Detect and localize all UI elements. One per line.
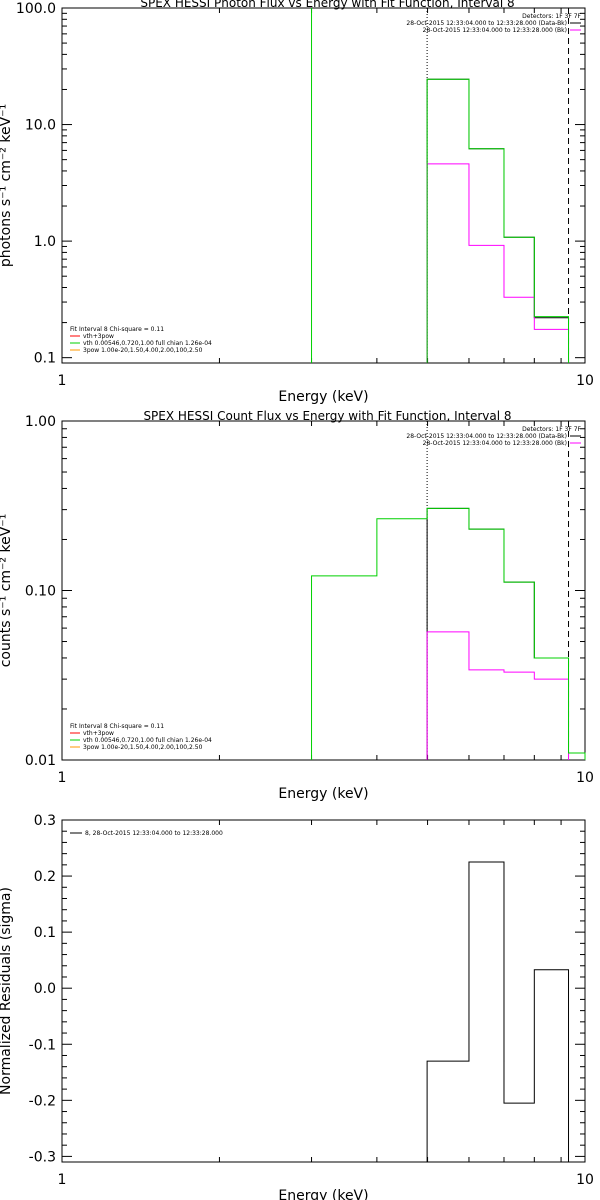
chart-title: SPEX HESSI Count Flux vs Energy with Fit… <box>143 409 511 423</box>
y-tick-label: -0.3 <box>29 1149 56 1165</box>
x-tick-label: 1 <box>58 373 67 389</box>
chart-panel-3: 1 10 -0.3 -0.2 -0.1 0.0 0.1 0.2 0.3 Energy (keV) N… <box>0 813 594 1200</box>
x-tick-label: 10 <box>576 1172 594 1188</box>
series-line-1 <box>426 507 570 760</box>
plot-frame <box>61 7 586 364</box>
x-axis-label: Energy (keV) <box>278 1188 368 1200</box>
y-tick-label: 0.2 <box>34 869 56 885</box>
x-tick-label: 1 <box>58 770 67 786</box>
y-tick-label: -0.2 <box>29 1093 56 1109</box>
y-axis-label: photons s⁻¹ cm⁻² keV⁻¹ <box>0 104 14 267</box>
fit-legend-label: 3pow 1.00e-20,1.50,4.00,2.00,100,2.50 <box>83 347 203 354</box>
fit-legend-label: vth 0.00546,0.720,1.00 full chian 1.26e-… <box>83 737 212 744</box>
legend-label: 28-Oct-2015 12:33:04.000 to 12:33:28.000… <box>406 433 567 440</box>
series-line-3 <box>311 507 586 760</box>
chart-title: SPEX HESSI Photon Flux vs Energy with Fi… <box>140 0 514 10</box>
series-line-2 <box>426 163 570 363</box>
fit-legend-label: vth+3pow <box>83 730 114 737</box>
series-line-1 <box>426 78 570 363</box>
y-axis-label: counts s⁻¹ cm⁻² keV⁻¹ <box>0 514 14 668</box>
x-axis-label: Energy (keV) <box>278 786 368 802</box>
fit-legend-label: vth 0.00546,0.720,1.00 full chian 1.26e-… <box>83 340 212 347</box>
legend-header: Detectors: 1F 3F 7F <box>522 426 581 433</box>
y-axis-label: Normalized Residuals (sigma) <box>0 887 14 1095</box>
x-tick-label: 1 <box>58 1172 67 1188</box>
plot-frame <box>61 819 586 1163</box>
legend-header: Detectors: 1F 3F 7F <box>522 13 581 20</box>
y-tick-label: 10.0 <box>25 118 56 134</box>
y-tick-label: 0.1 <box>34 351 56 367</box>
series-line-2 <box>426 631 570 760</box>
fit-legend-header: Fit Interval 8 Chi-square = 0.11 <box>70 326 164 333</box>
y-tick-label: 0.0 <box>34 981 56 997</box>
y-tick-label: 100.0 <box>16 1 56 17</box>
legend-label: 28-Oct-2015 12:33:04.000 to 12:33:28.000… <box>423 27 567 34</box>
y-tick-label: -0.1 <box>29 1037 56 1053</box>
x-tick-label: 10 <box>576 770 594 786</box>
fit-legend-label: vth+3pow <box>83 333 114 340</box>
y-tick-label: 0.10 <box>25 584 56 600</box>
y-tick-label: 1.0 <box>34 234 56 250</box>
chart-panel-1: 1 10 0.1 1.0 10.0 100.0 SPEX HESSI Photon Flux… <box>0 0 594 405</box>
series-line-3 <box>426 78 570 363</box>
y-tick-label: 0.01 <box>25 753 56 769</box>
x-axis-label: Energy (keV) <box>278 389 368 405</box>
y-tick-label: 0.3 <box>34 813 56 829</box>
y-tick-label: 1.00 <box>25 414 56 430</box>
chart-panel-2: 1 10 0.01 0.10 1.00 SPEX HESSI Count Flux vs … <box>0 409 594 802</box>
y-tick-label: 0.1 <box>34 925 56 941</box>
series-line-1 <box>426 861 570 1162</box>
legend-label: 28-Oct-2015 12:33:04.000 to 12:33:28.000… <box>406 20 567 27</box>
legend-label: 28-Oct-2015 12:33:04.000 to 12:33:28.000… <box>423 440 567 447</box>
legend-label: 8, 28-Oct-2015 12:33:04.000 to 12:33:28.… <box>85 830 223 837</box>
fit-legend-label: 3pow 1.00e-20,1.50,4.00,2.00,100,2.50 <box>83 744 203 751</box>
plot-frame <box>61 420 586 761</box>
x-tick-label: 10 <box>576 373 594 389</box>
fit-legend-header: Fit Interval 8 Chi-square = 0.11 <box>70 723 164 730</box>
